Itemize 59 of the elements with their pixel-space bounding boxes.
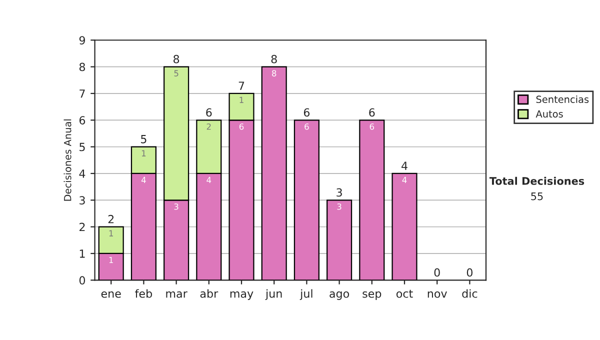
x-tick-label: ene	[101, 291, 121, 298]
x-tick-label: dic	[462, 289, 478, 298]
bar	[359, 120, 385, 280]
data-label: 4	[141, 176, 146, 184]
x-tick-label: jul	[300, 289, 312, 300]
y-tick-label: 7	[80, 90, 85, 98]
data-label: 6	[370, 123, 374, 130]
text: 55	[531, 192, 543, 200]
total-label: 8	[174, 54, 180, 64]
data-label: 1	[142, 150, 146, 156]
bar	[326, 200, 352, 280]
x-tick-label: ago	[330, 291, 350, 300]
legend-label: Autos	[536, 110, 563, 118]
total-label: 0	[434, 268, 440, 277]
bar	[294, 120, 320, 280]
total-label: 7	[238, 82, 244, 90]
x-tick-label: feb	[135, 289, 152, 298]
legend-label: Sentencias	[536, 95, 589, 104]
y-tick-label: 1	[80, 250, 85, 258]
x-tick-label: mar	[166, 291, 188, 298]
bar	[392, 172, 418, 280]
x-tick-label: sep	[362, 291, 382, 300]
y-tick-label: 0	[79, 276, 86, 285]
y-tick-label: 8	[79, 62, 86, 72]
data-label: 6	[304, 123, 309, 130]
data-label: 1	[109, 230, 113, 236]
data-label: 8	[272, 70, 276, 76]
total-label: 5	[141, 135, 146, 144]
total-label: 2	[108, 214, 114, 224]
data-label: 5	[174, 70, 178, 76]
data-label: 2	[206, 123, 211, 130]
text: Total Decisiones	[489, 176, 584, 185]
total-label: 6	[369, 108, 375, 117]
y-tick-label: 5	[80, 142, 85, 152]
y-tick-label: 9	[79, 36, 85, 44]
data-label: 4	[206, 176, 212, 184]
total-label: 8	[271, 54, 277, 64]
x-tick-label: abr	[200, 289, 218, 298]
data-label: 1	[109, 256, 113, 264]
data-label: 4	[402, 176, 407, 184]
total-label: 3	[336, 188, 342, 197]
x-tick-label: may	[230, 291, 254, 300]
y-tick-label: 2	[80, 222, 85, 232]
y-tick-label: 3	[80, 196, 85, 205]
total-label: 6	[206, 108, 212, 117]
x-tick-label: jun	[265, 289, 282, 300]
y-tick-label: 6	[79, 116, 86, 125]
data-label: 3	[174, 203, 178, 210]
data-label: 3	[337, 203, 342, 210]
total-label: 0	[466, 268, 472, 277]
x-tick-label: oct	[396, 290, 413, 298]
x-tick-label: nov	[428, 291, 447, 298]
data-label: 1	[240, 96, 244, 103]
data-label: 6	[239, 123, 244, 130]
y-axis-title: Decisiones Anual	[64, 119, 72, 201]
total-label: 4	[402, 162, 408, 170]
y-tick-label: 4	[79, 170, 86, 178]
bar	[261, 66, 287, 280]
total-label: 6	[304, 108, 310, 117]
